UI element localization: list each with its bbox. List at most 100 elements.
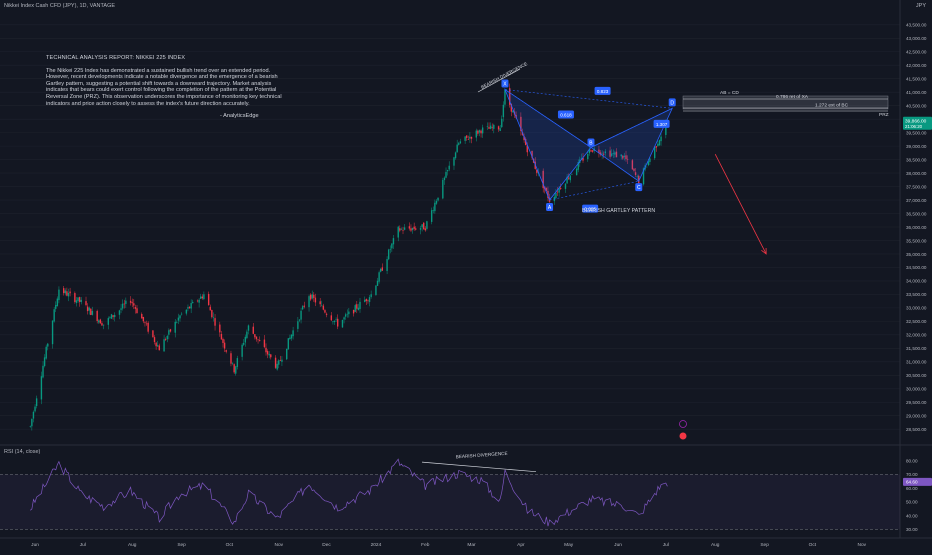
candle-body (536, 169, 538, 173)
candle-body (653, 146, 656, 159)
candle-body (399, 228, 401, 231)
candle-body (620, 154, 622, 157)
time-tick-label: May (564, 542, 574, 548)
report-title: TECHNICAL ANALYSIS REPORT: NIKKEI 225 IN… (46, 55, 186, 61)
candle-body (477, 130, 479, 134)
candle-body (577, 162, 579, 170)
candle-body (625, 155, 627, 160)
candle-body (445, 171, 447, 178)
candle-body (556, 191, 559, 193)
report-body: The Nikkei 225 Index has demonstrated a … (46, 67, 282, 107)
candle-body (467, 139, 470, 140)
candle-body (335, 319, 337, 320)
axes: 28,500.00 29,000.00 29,500.00 30,000.00 30,5… (31, 23, 932, 548)
ratio-badge (653, 119, 670, 128)
candle-body (303, 305, 305, 307)
pattern-point-label-x: X (503, 81, 507, 87)
candle-body (502, 104, 505, 118)
candle-body (254, 334, 256, 338)
price-tick-label: 37,500.00 (906, 184, 927, 189)
candle-body (155, 342, 157, 347)
candle-body (403, 227, 406, 230)
candle-body (466, 135, 468, 138)
candle-body (499, 128, 501, 131)
price-tick-label: 32,500.00 (906, 319, 927, 324)
candle-body (426, 221, 428, 229)
ab-cd-label: AB = CD (720, 90, 739, 96)
candle-body (410, 228, 412, 231)
candle-body (609, 150, 611, 157)
price-tick-label: 35,500.00 (906, 238, 927, 243)
candle-body (75, 300, 78, 303)
candle-body (133, 303, 135, 306)
ratio-label: 1.307 (656, 122, 668, 127)
candle-body (188, 306, 191, 309)
candle-body (53, 309, 55, 322)
rsi-divergence-line (421, 461, 537, 473)
candle-body (464, 136, 466, 141)
candle-body (222, 339, 224, 343)
candle-body (380, 268, 382, 272)
candle-body (67, 292, 70, 297)
candle-body (603, 153, 605, 155)
candle-body (198, 299, 200, 303)
symbol-title[interactable]: Nikkei Index Cash CFD (JPY), 1D, VANTAGE (4, 3, 116, 9)
candle-body (88, 307, 90, 311)
pattern-point-d (668, 98, 676, 107)
time-tick-label: Oct (226, 542, 234, 548)
candle-body (571, 173, 573, 175)
rsi-value-label: 64.60 (906, 480, 918, 485)
price-tick-label: 30,000.00 (906, 387, 927, 392)
time-tick-label: 2024 (371, 542, 382, 548)
candle-body (110, 314, 113, 319)
candle-body (599, 152, 602, 155)
time-tick-label: Aug (128, 542, 137, 548)
candle-body (91, 310, 94, 315)
candle-body (144, 322, 146, 323)
candle-body (333, 320, 336, 323)
projection-arrow-head (761, 247, 767, 255)
candle-body (131, 302, 133, 304)
candle-body (120, 308, 122, 310)
candle-body (566, 176, 568, 184)
candle-body (367, 300, 369, 302)
candle-body (220, 333, 223, 340)
candle-body (649, 158, 651, 162)
pattern-point-label-c: C (637, 185, 641, 191)
candle-body (179, 315, 181, 319)
candle-body (419, 228, 422, 230)
candle-body (289, 337, 291, 340)
candle-body (560, 187, 562, 189)
candle-body (357, 307, 360, 310)
candle-body (510, 103, 513, 112)
candle-body (266, 351, 269, 355)
candle-body (174, 321, 176, 333)
candle-body (80, 299, 82, 303)
candle-body (47, 343, 49, 347)
candle-body (569, 175, 571, 181)
candle-body (402, 230, 404, 231)
pattern-xb-line (504, 89, 592, 148)
candle-body (153, 337, 156, 342)
ratio-label: 0.665 (584, 207, 596, 212)
candle-body (665, 124, 667, 135)
candle-body (163, 339, 165, 352)
candle-body (244, 336, 247, 343)
candle-body (164, 339, 167, 340)
candle-body (255, 336, 258, 340)
candle-body (32, 411, 35, 419)
candle-body (411, 228, 414, 230)
pattern-bd-line (590, 108, 673, 148)
time-tick-label: Mar (467, 542, 476, 548)
candle-body (322, 305, 325, 310)
candle-body (364, 299, 366, 302)
candle-body (636, 176, 638, 177)
price-tick-label: 40,500.00 (906, 103, 927, 108)
candle-body (241, 344, 243, 357)
price-tick-label: 41,000.00 (906, 90, 927, 95)
pattern-point-x (501, 79, 509, 88)
projection-arrow (714, 154, 767, 255)
rsi-tick-label: 40.00 (906, 513, 918, 518)
